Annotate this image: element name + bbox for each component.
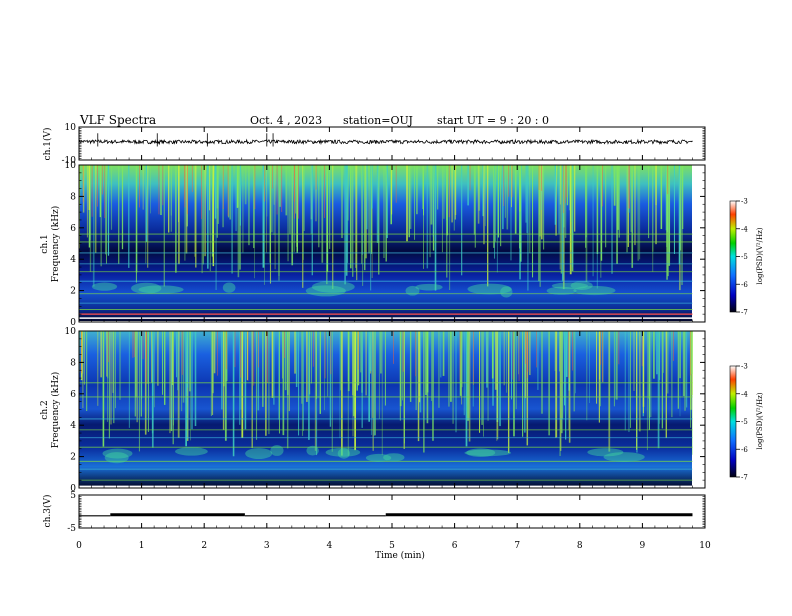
spectrogram-emission [306, 445, 319, 456]
spectrogram-emission [467, 283, 512, 295]
x-axis-label: Time (min) [375, 550, 425, 561]
date-label: Oct. 4 , 2023 [250, 114, 322, 127]
ch1-spectrogram-image [79, 165, 692, 321]
spectrogram-emission [587, 448, 624, 457]
x-tick-label: 1 [139, 541, 145, 551]
ch1-colorbar-label: log(PSD)(V²/Hz) [756, 227, 764, 284]
ch3-trace [79, 513, 693, 517]
ch1-spectrogram-ytick-label: 4 [70, 255, 76, 265]
spectrogram-emission [325, 447, 361, 457]
x-tick-label: 10 [699, 541, 711, 551]
ch1-colorbar-tick-label: -3 [741, 198, 748, 206]
ch2-colorbar-tick-label: -4 [741, 390, 748, 398]
spectrogram-emission [102, 448, 133, 459]
ch1-waveform-panel: 10 -10 ch.1(V) [42, 123, 706, 166]
ch2-spectrogram-ytick-label: 8 [70, 358, 76, 368]
ch3-frame [78, 494, 706, 529]
start-time-label: start UT = 9 : 20 : 0 [437, 114, 549, 127]
ch2-colorbar-tick-label: -6 [741, 446, 748, 454]
ch1-spectrogram-ytick-label: 6 [70, 224, 76, 234]
ch1-waveform-ytick-label: -10 [62, 156, 77, 166]
x-tick-label: 6 [452, 541, 458, 551]
x-tick-label: 8 [577, 541, 583, 551]
spectrogram-emission [104, 452, 129, 464]
ch3-ylabel: ch.3(V) [42, 495, 53, 528]
spectrogram-emission [91, 282, 118, 291]
ch2-colorbar-tick-label: -7 [741, 474, 748, 482]
x-tick-label: 5 [389, 541, 395, 551]
spectrogram-emission [270, 445, 284, 456]
spectrogram-emission [311, 280, 355, 293]
ch1-spectrogram-panel: 0 2 4 6 8 10 ch.1 Frequency (kHz) [40, 161, 706, 328]
ch2-colorbar-label: log(PSD)(V²/Hz) [756, 392, 764, 449]
spectrogram-emission [245, 448, 273, 460]
spectrogram-emission [383, 453, 405, 462]
ch1-colorbar-tick-label: -4 [741, 225, 748, 233]
x-tick-label: 7 [514, 541, 520, 551]
ch2-spectrogram-ytick-label: 0 [70, 484, 76, 494]
ch2-spectrogram-ylabel: Frequency (kHz) [50, 372, 61, 449]
station-label: station=OUJ [343, 114, 413, 127]
ch1-colorbar-tick-label: -5 [741, 253, 748, 261]
ch1-spectrogram-ytick-label: 10 [65, 161, 77, 171]
ch2-colorbar-tick-label: -3 [741, 363, 748, 371]
ch1-waveform-frame [78, 126, 706, 161]
spectrogram-emission [305, 285, 346, 297]
ch1-spectrogram-lines [79, 233, 693, 319]
ch1-spectrogram-ytick-label: 8 [70, 192, 76, 202]
ch1-spectrogram-streaks [78, 165, 684, 291]
spectrogram-emission [466, 448, 496, 458]
ch2-spectrogram-ytick-label: 6 [70, 390, 76, 400]
ch1-spectrogram-channel-label: ch.1 [40, 234, 50, 253]
ch2-spectrogram-panel: 0 2 4 6 8 10 ch.2 Frequency (kHz) [40, 327, 706, 494]
ch1-waveform-trace [78, 133, 693, 147]
ch1-colorbar-tick-label: -6 [741, 281, 748, 289]
ch2-spectrogram-ytick-label: 2 [70, 453, 76, 463]
x-tick-label: 0 [76, 541, 82, 551]
ch2-colorbar-bar [729, 365, 737, 478]
spectrogram-emission [222, 282, 236, 293]
ch1-spectrogram-ylabel: Frequency (kHz) [50, 206, 61, 283]
ch1-colorbar-bar [729, 200, 737, 313]
spectrogram-emission [365, 453, 392, 462]
ch3-ytick-label: -5 [67, 524, 76, 534]
spectrogram-emission [500, 286, 513, 298]
ch2-colorbar: -3 -4 -5 -6 -7 log(PSD)(V²/Hz) [729, 363, 764, 482]
figure-title: VLF Spectra [79, 113, 156, 127]
spectrogram-emission [415, 283, 443, 291]
ch1-colorbar: -3 -4 -5 -6 -7 log(PSD)(V²/Hz) [729, 198, 764, 317]
spectrogram-emission [175, 447, 208, 456]
x-tick-label: 2 [201, 541, 207, 551]
ch2-spectrogram-lines [79, 382, 693, 488]
spectrogram-emission [138, 285, 184, 294]
ch1-waveform-ytick-label: 10 [65, 123, 77, 133]
ch1-waveform-line [78, 138, 693, 146]
x-tick-label: 3 [264, 541, 270, 551]
ch1-spectrogram-ytick-label: 0 [70, 318, 76, 328]
spectrogram-emission [337, 448, 351, 459]
spectrogram-emission [405, 285, 420, 296]
spectrogram-emission [551, 282, 589, 290]
ch2-colorbar-tick-label: -5 [741, 418, 748, 426]
ch2-spectrogram-ytick-label: 10 [65, 327, 77, 337]
spectrogram-emission [573, 285, 616, 296]
ch3-ytick-label: 5 [70, 491, 76, 501]
ch3-panel: 5 -5 0 1 2 3 4 5 6 7 8 9 10 ch.3(V) Time (min) [42, 127, 711, 561]
ch1-spectrogram-ytick-label: 2 [70, 287, 76, 297]
spectrogram-emission [464, 449, 512, 457]
spectrogram-emission [546, 286, 577, 295]
x-tick-label: 4 [327, 541, 333, 551]
spectrogram-emission [131, 282, 162, 294]
ch1-colorbar-tick-label: -7 [741, 309, 748, 317]
ch2-spectrogram-ytick-label: 4 [70, 421, 76, 431]
x-tick-label: 9 [640, 541, 646, 551]
ch2-spectrogram-channel-label: ch.2 [40, 400, 50, 419]
ch1-waveform-ylabel: ch.1(V) [42, 128, 53, 161]
spectrogram-emission [603, 452, 645, 462]
spectrogram-emission [570, 281, 593, 290]
